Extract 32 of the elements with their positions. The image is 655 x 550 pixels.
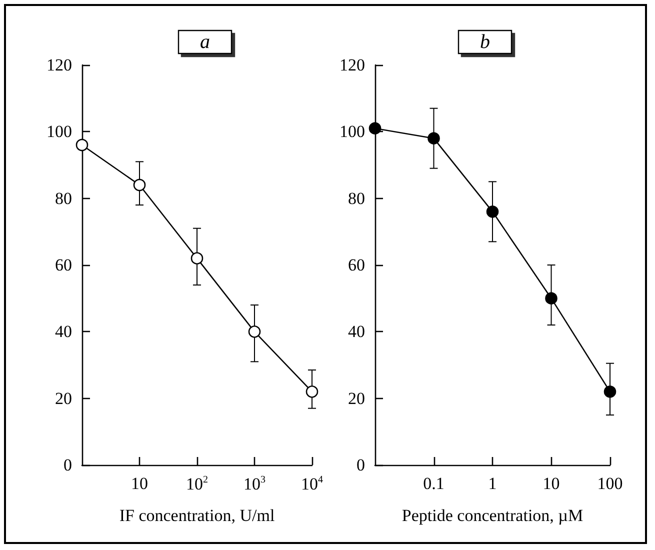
point xyxy=(545,292,558,304)
y-tick-label: 20 xyxy=(348,388,365,408)
y-tick-label: 80 xyxy=(348,188,365,208)
x-axis-title: IF concentration, U/ml xyxy=(119,506,275,525)
y-tick-label: 40 xyxy=(55,322,72,342)
x-tick-label: 0.1 xyxy=(423,474,444,493)
point xyxy=(306,386,318,398)
y-tick-label: 40 xyxy=(348,322,365,342)
y-tick-label: 60 xyxy=(348,256,365,274)
point xyxy=(190,252,204,264)
point xyxy=(428,132,440,144)
point xyxy=(76,138,88,152)
y-tick-label: 100 xyxy=(46,122,72,142)
y-tick-label: 120 xyxy=(46,56,72,74)
x-tick-label: 10 xyxy=(542,474,560,493)
y-tick-label: 100 xyxy=(340,122,365,142)
y-tick-label: 20 xyxy=(55,388,72,408)
point xyxy=(604,386,616,398)
x-tick-label: 1 xyxy=(488,474,497,493)
y-tick-label: 0 xyxy=(64,456,72,474)
x-axis-title: Peptide concentration, µM xyxy=(402,506,584,525)
point xyxy=(248,326,261,338)
y-tick-label: 60 xyxy=(55,256,72,274)
point xyxy=(486,206,499,218)
x-tick-label: 100 xyxy=(597,474,623,493)
y-tick-label: 120 xyxy=(340,56,365,74)
point xyxy=(133,178,146,192)
chart-title: b xyxy=(480,31,490,53)
x-tick-label: 10 xyxy=(131,474,148,493)
y-tick-label: 0 xyxy=(356,456,365,474)
y-tick-label: 80 xyxy=(55,188,72,208)
chart-title: a xyxy=(200,31,210,53)
